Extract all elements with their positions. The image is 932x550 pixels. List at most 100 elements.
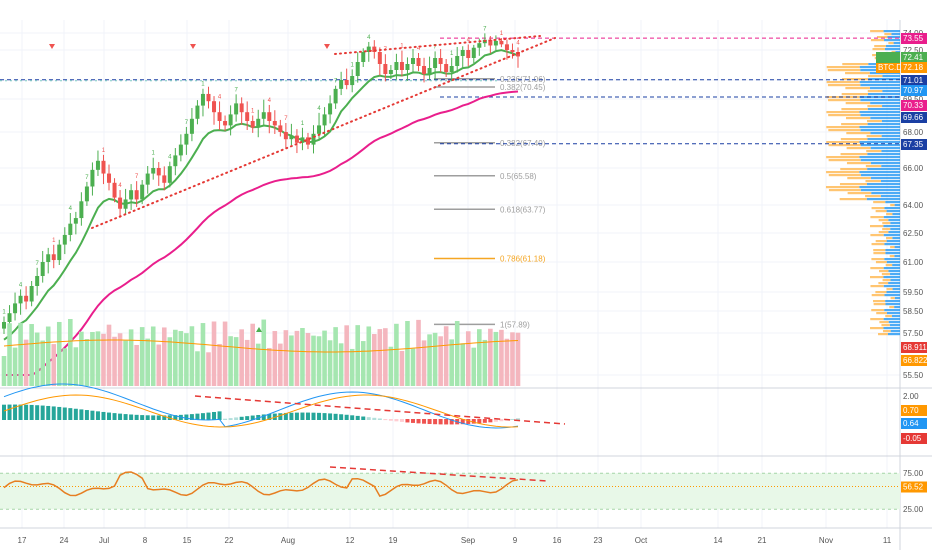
td-count: 1 — [450, 51, 454, 57]
vp-bar — [868, 78, 900, 81]
x-axis[interactable]: 17 24 Jul 8 15 22 Aug 12 19 Sep 9 16 23 Oct 14 21 Nov 11 — [18, 536, 892, 545]
macd-histogram-bar — [433, 419, 438, 425]
vp-bar — [846, 162, 871, 165]
volume-bar — [278, 343, 283, 386]
vp-bar — [846, 132, 871, 135]
vp-bar — [866, 120, 882, 123]
vp-bar — [871, 207, 885, 210]
vp-bar — [826, 66, 860, 69]
volume-bar — [123, 340, 128, 386]
volume-bar — [195, 351, 200, 386]
volume-bar — [454, 320, 460, 386]
candle-body — [156, 168, 161, 176]
vp-bar — [859, 111, 900, 114]
macd-tag-label: 0.64 — [903, 419, 919, 428]
candle-body — [234, 103, 239, 115]
vp-bar — [875, 291, 887, 294]
td-count: 7 — [35, 261, 39, 267]
candle-body — [344, 80, 349, 86]
vp-bar — [888, 219, 900, 222]
vp-bar — [860, 84, 900, 87]
td-count: 1 — [2, 310, 6, 316]
time-axis-tick: Jul — [99, 536, 109, 545]
volume-bar — [383, 328, 388, 386]
candle-body — [261, 112, 266, 119]
volume-bar — [29, 324, 34, 386]
candle-body — [46, 254, 51, 262]
candle-body — [167, 166, 172, 183]
vp-bar — [870, 162, 900, 165]
fib-level-label: 0.786(61.18) — [500, 255, 546, 264]
volume-bar — [189, 326, 195, 386]
vp-bar — [888, 270, 900, 273]
vp-bar — [866, 198, 900, 201]
price-axis-tick: 62.50 — [903, 229, 924, 238]
time-axis-tick: 21 — [758, 536, 767, 545]
candle-body — [217, 112, 222, 121]
price-tag — [901, 342, 927, 353]
td-count: 4 — [417, 46, 421, 52]
macd-histogram-bar — [212, 411, 217, 420]
candle-body — [206, 93, 211, 102]
vp-bar — [884, 48, 900, 51]
candle-body — [355, 62, 360, 76]
volume-bar — [366, 326, 372, 386]
volume-bar — [377, 329, 383, 386]
price-axis-tick: 68.00 — [903, 128, 924, 137]
vp-bar — [870, 318, 884, 321]
vp-bar — [845, 117, 871, 120]
volume-bar — [101, 333, 106, 386]
volume-bar — [244, 339, 250, 386]
vp-bar — [841, 78, 869, 81]
vp-bar — [884, 294, 900, 297]
vp-bar — [890, 246, 895, 249]
macd-histogram-bar — [101, 411, 106, 420]
candle-body — [256, 118, 261, 128]
volume-bar — [51, 344, 57, 386]
volume-bar — [449, 339, 454, 386]
candle-body — [438, 58, 443, 64]
vp-bar — [889, 324, 900, 327]
candle-body — [399, 62, 404, 70]
macd-histogram-bar — [328, 413, 333, 420]
volume-bar — [7, 323, 12, 386]
macd-histogram-bar — [372, 417, 377, 420]
td-count: 4 — [118, 183, 122, 189]
td-count: 4 — [516, 40, 520, 46]
vp-bar — [870, 132, 900, 135]
vp-bar — [846, 147, 871, 150]
macd-histogram-bar — [510, 418, 515, 420]
candle-body — [322, 114, 327, 126]
vp-bar — [866, 135, 882, 138]
macd-histogram-bar — [112, 413, 117, 420]
vp-bar — [890, 222, 900, 225]
vp-bar — [883, 216, 900, 219]
price-axis-tick: 61.00 — [903, 258, 924, 267]
macd-histogram-bar — [261, 414, 266, 420]
vp-bar — [867, 105, 883, 108]
volume-bar — [333, 327, 338, 386]
td-count: 1 — [400, 44, 404, 50]
time-axis-tick: 16 — [553, 536, 562, 545]
vp-bar — [870, 285, 884, 288]
vp-bar — [882, 330, 891, 333]
macd-histogram-bar — [482, 419, 487, 423]
vp-bar — [859, 171, 900, 174]
price-axis-tick: 58.50 — [903, 307, 924, 316]
vp-bar — [828, 174, 861, 177]
rsi-divergence-line — [329, 466, 549, 482]
volume-bar — [34, 332, 40, 386]
candle-body — [140, 184, 145, 200]
macd-histogram-bar — [305, 412, 310, 420]
candle-body — [488, 39, 493, 46]
vp-bar — [860, 99, 900, 102]
vp-bar — [894, 204, 900, 207]
td-count: 7 — [234, 87, 238, 93]
candle-body — [173, 155, 178, 167]
macd-histogram-bar — [73, 408, 78, 420]
volume-ma-line — [3, 339, 519, 353]
vp-bar — [886, 210, 900, 213]
candle-body — [123, 199, 128, 209]
candle-body — [366, 46, 371, 52]
